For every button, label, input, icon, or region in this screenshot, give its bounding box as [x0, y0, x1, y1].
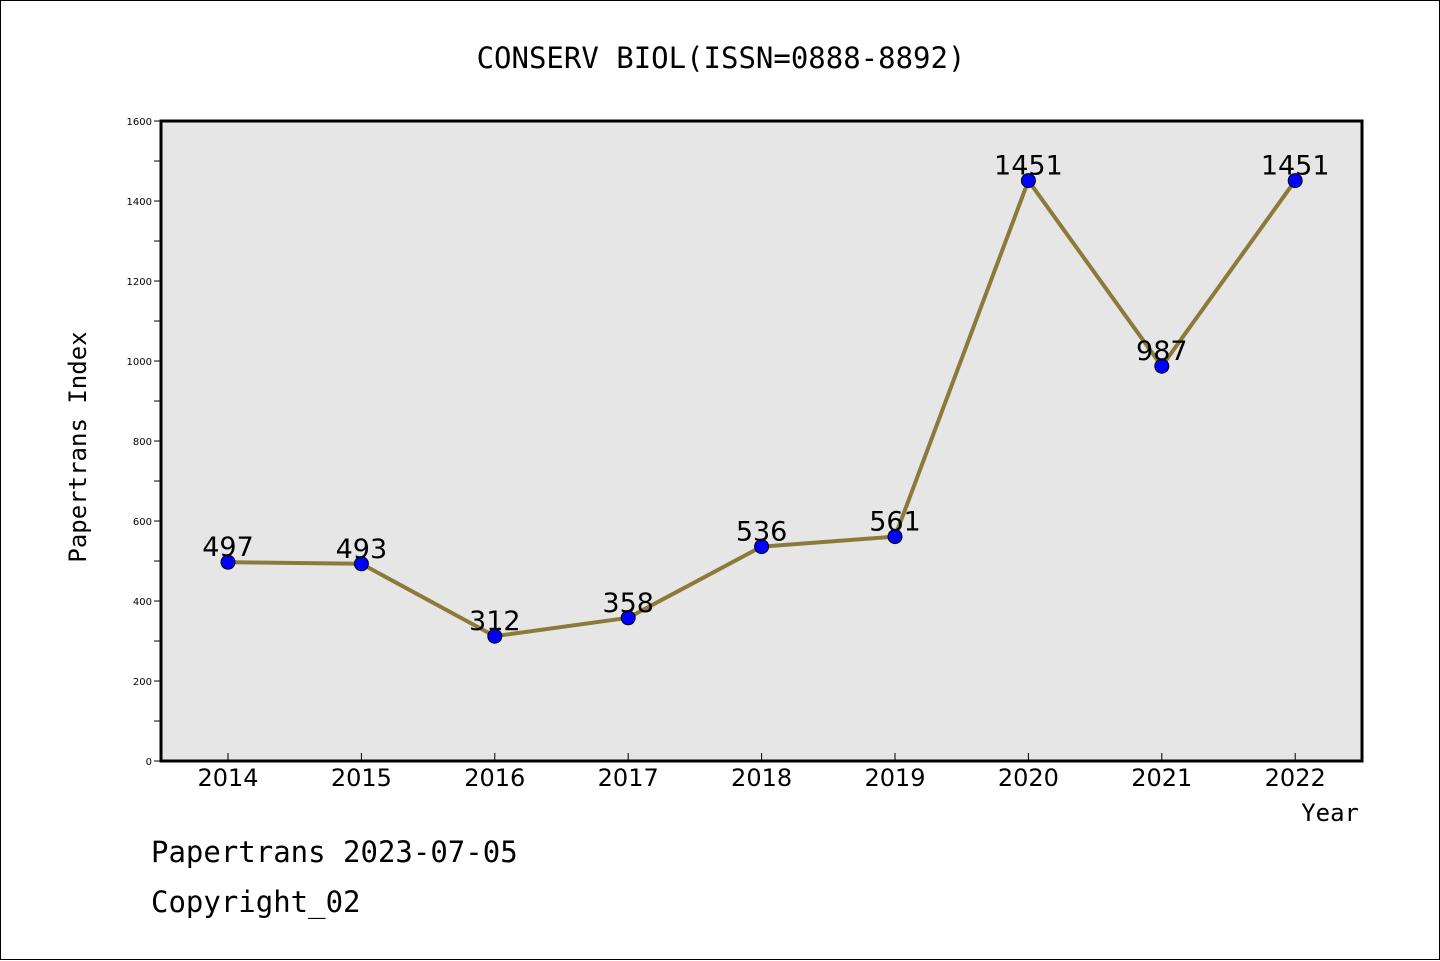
data-label: 1451: [994, 151, 1063, 182]
data-point: [620, 610, 636, 626]
x-tick-label: 2021: [1131, 764, 1192, 792]
data-label: 536: [736, 517, 788, 548]
footer-date: Papertrans 2023-07-05: [151, 835, 518, 869]
plot-border: [159, 119, 1364, 763]
data-label: 312: [469, 606, 521, 637]
x-tick-label: 2017: [598, 764, 659, 792]
data-label: 358: [602, 588, 654, 619]
data-point: [220, 554, 236, 570]
y-axis: 0 200 400 600 800 1000 1200 1400 1600: [127, 117, 161, 768]
x-axis-label: Year: [1301, 799, 1359, 827]
data-label: 561: [869, 507, 921, 538]
y-tick-label: 1600: [127, 117, 152, 128]
footer-copyright: Copyright_02: [151, 885, 361, 919]
data-point: [1287, 173, 1303, 189]
y-tick-label: 0: [146, 757, 152, 768]
series-layer: 497 493 312 358 536 561 1451 987 1451: [202, 151, 1330, 644]
y-tick-label: 600: [133, 517, 152, 528]
data-point: [353, 556, 369, 572]
x-tick-label: 2014: [197, 764, 258, 792]
x-axis: 2014 2015 2016 2017 2018 2019 2020 2021 2022: [197, 753, 1326, 792]
chart-title: CONSERV BIOL(ISSN=0888-8892): [477, 41, 966, 75]
y-tick-label: 1200: [127, 277, 152, 288]
data-point: [754, 539, 770, 555]
x-tick-label: 2015: [331, 764, 392, 792]
data-point: [887, 529, 903, 545]
data-label: 493: [336, 534, 388, 565]
x-tick-label: 2016: [464, 764, 525, 792]
y-axis-label: Papertrans Index: [64, 331, 92, 562]
data-label: 497: [202, 532, 254, 563]
y-tick-label: 400: [133, 597, 152, 608]
y-tick-label: 800: [133, 437, 152, 448]
y-tick-label: 200: [133, 677, 152, 688]
data-label: 1451: [1261, 151, 1330, 182]
plot-area: [161, 121, 1362, 761]
data-point: [1020, 173, 1036, 189]
data-label: 987: [1136, 336, 1188, 367]
x-tick-label: 2022: [1265, 764, 1326, 792]
data-point: [1154, 358, 1170, 374]
y-tick-label: 1400: [127, 197, 152, 208]
x-tick-label: 2019: [864, 764, 925, 792]
data-point: [487, 628, 503, 644]
x-tick-label: 2020: [998, 764, 1059, 792]
y-tick-label: 1000: [127, 357, 152, 368]
x-tick-label: 2018: [731, 764, 792, 792]
